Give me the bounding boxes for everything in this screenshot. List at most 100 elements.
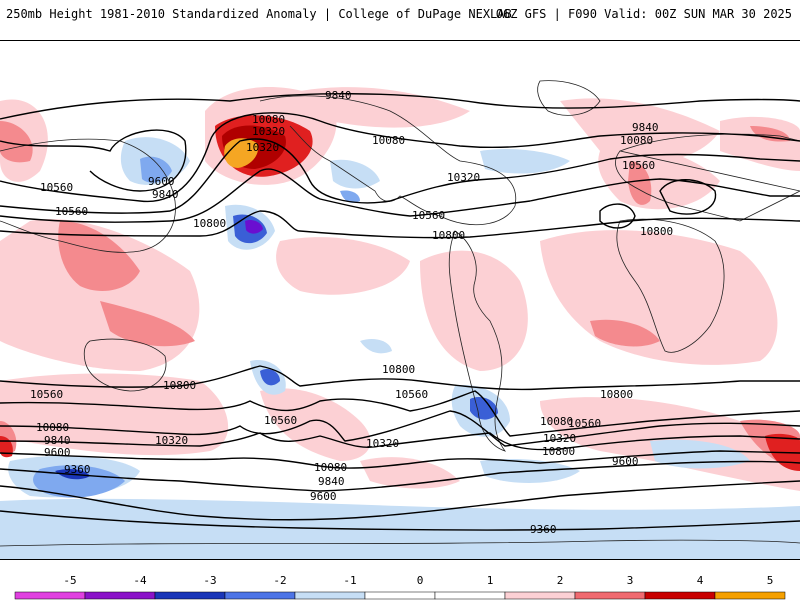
australia-outline [83,338,167,392]
south-america-outline [448,230,507,452]
anomaly-area [628,161,652,205]
anomaly-area [470,396,498,420]
north-america-outline [259,95,517,226]
contour-label: 9840 [44,434,71,447]
anomaly-area [420,250,528,371]
anomaly-area [540,230,778,365]
contour-label: 10080 [372,134,405,147]
contour-line [0,365,800,391]
colorbar-swatch [294,591,366,600]
model-run-info: 06Z GFS | F090 Valid: 00Z SUN MAR 30 202… [495,7,792,21]
contour-line [599,203,636,229]
contour-label: 10800 [163,379,196,392]
contour-label: 10080 [540,415,573,428]
colorbar-swatch [714,591,786,600]
anomaly-area [0,373,229,456]
contour-line [0,460,800,492]
anomaly-area [360,339,392,354]
contour-line [659,179,717,215]
contour-label: 10800 [542,445,575,458]
header: 250mb Height 1981-2010 Standardized Anom… [0,0,800,28]
colorbar-swatch [574,591,646,600]
anomaly-area [140,156,172,183]
contour-label: 9600 [44,446,71,459]
contour-label: 10080 [36,421,69,434]
anomaly-area [750,126,790,142]
contour-label: 10080 [252,113,285,126]
contour-label: 10080 [620,134,653,147]
colorbar-tick-label: 3 [627,574,634,587]
contour-line [0,210,800,239]
contour-line [0,510,800,531]
contour-label: 10800 [640,225,673,238]
colorbar-tick-label: 1 [487,574,494,587]
contour-label: 9840 [318,475,345,488]
anomaly-map: 9840 10080 10320 10560 9600 9840 10320 1… [0,80,800,559]
coastlines [0,80,800,547]
contour-line [0,450,800,469]
colorbar-tick-label: -2 [273,574,286,587]
contour-label: 10560 [55,205,88,218]
contour-line [0,390,800,437]
colorbar-tick-label: 4 [697,574,704,587]
colorbar-tick-label: -4 [133,574,147,587]
colorbar-swatch [364,591,436,600]
contour-line [0,129,187,192]
contour-line [0,138,800,214]
contour-label: 10320 [366,437,399,450]
height-contours [0,93,800,531]
contour-label: 9360 [530,523,557,536]
anomaly-area [276,237,410,295]
contour-label: 10320 [155,434,188,447]
contour-line [0,112,800,203]
contour-label: 10560 [395,388,428,401]
contour-label: 10080 [314,461,347,474]
anomaly-area [598,147,720,210]
contour-line [0,93,800,120]
contour-label: 10320 [252,125,285,138]
contour-label: 9600 [612,455,639,468]
anomaly-area [245,219,263,234]
colorbar-tick-label: 5 [767,574,774,587]
contour-label: 10800 [432,229,465,242]
anomaly-area [590,319,660,347]
colorbar-tick-label: -5 [63,574,76,587]
colorbar-swatch [644,591,716,600]
colorbar-tick-label: -1 [343,574,356,587]
contour-label: 10800 [382,363,415,376]
colorbar-svg: -5 -4 -3 -2 -1 0 1 2 3 4 5 [14,574,786,600]
contour-line [0,432,800,451]
anomaly-area [0,121,33,163]
europe-outline [615,133,800,222]
contour-label: 10560 [40,181,73,194]
antarctica-outline [0,539,800,547]
anomaly-area [330,159,380,189]
contour-line [0,410,800,447]
colorbar-swatches [14,591,786,600]
anomaly-area [480,149,570,174]
contour-label: 9840 [325,89,352,102]
anomaly-area [260,369,280,386]
contour-label: 10800 [193,217,226,230]
contour-label: 10560 [412,209,445,222]
contour-label: 10560 [30,388,63,401]
contour-line [0,480,800,521]
contour-label: 10800 [600,388,633,401]
contour-label: 9840 [152,188,179,201]
contour-label: 10560 [264,414,297,427]
map-panel: 9840 10080 10320 10560 9600 9840 10320 1… [0,40,800,560]
anomaly-area [360,457,460,489]
colorbar-labels: -5 -4 -3 -2 -1 0 1 2 3 4 5 [63,574,773,587]
contour-label: 10320 [246,141,279,154]
colorbar-tick-label: 2 [557,574,564,587]
africa-outline [616,218,725,353]
contour-label: 10320 [543,432,576,445]
colorbar-tick-label: 0 [417,574,424,587]
colorbar-swatch [224,591,296,600]
contour-label: 10560 [622,159,655,172]
anomaly-area [58,221,140,291]
colorbar-swatch [504,591,576,600]
anomaly-area [560,98,720,162]
colorbar-swatch [14,591,86,600]
colorbar-tick-label: -3 [203,574,216,587]
